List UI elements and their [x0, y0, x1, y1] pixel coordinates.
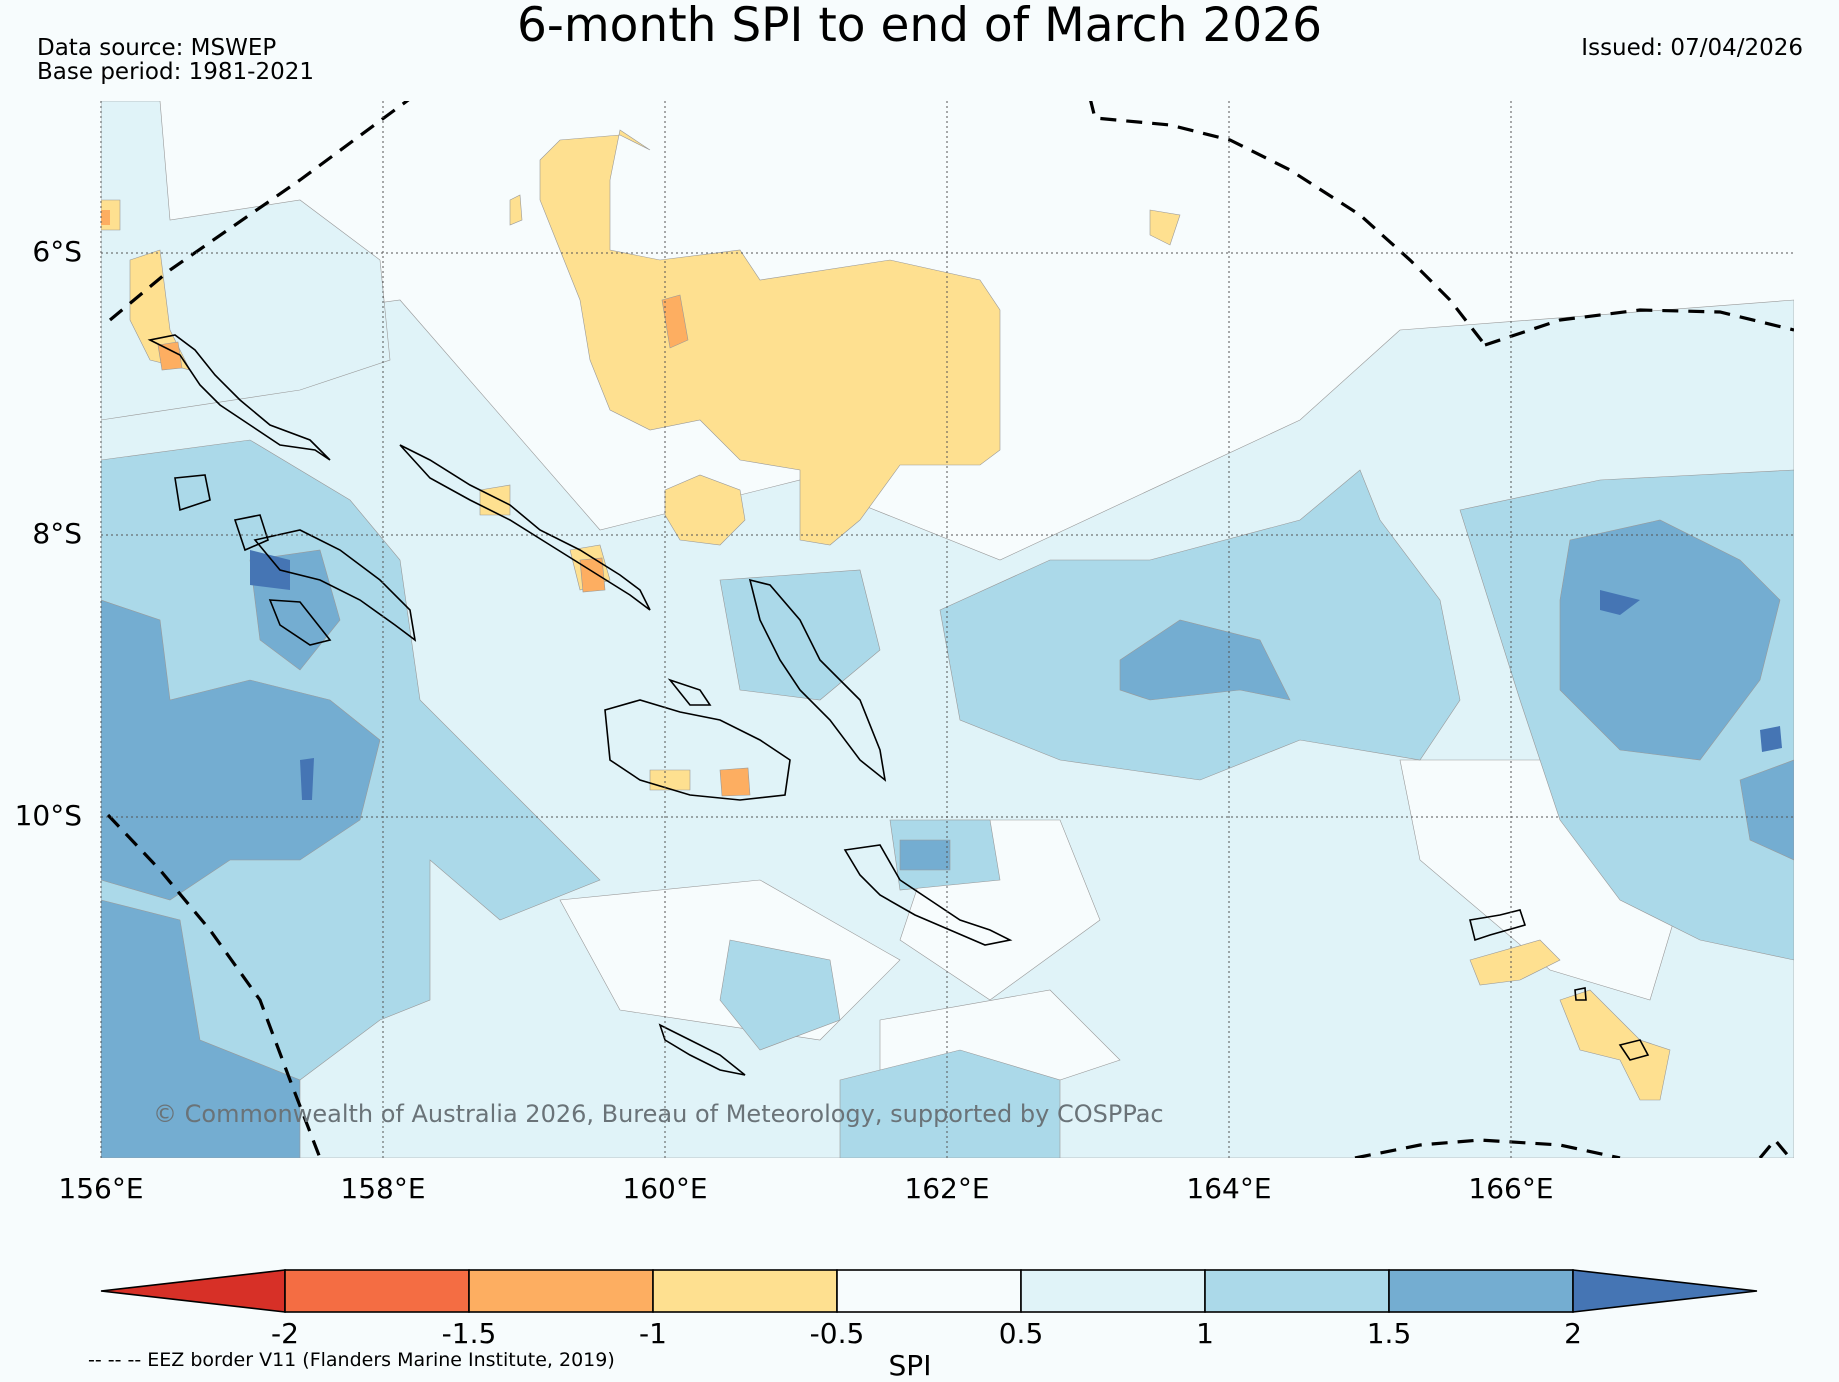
colorbar	[100, 1269, 1758, 1313]
colorbar-tick-label: 2	[1564, 1317, 1582, 1350]
lon-tick-label: 164°E	[1186, 1172, 1272, 1205]
colorbar-segment	[1204, 1269, 1390, 1313]
copyright-notice: © Commonwealth of Australia 2026, Bureau…	[153, 1100, 1164, 1128]
issued-date-label: Issued: 07/04/2026	[1581, 35, 1803, 61]
colorbar-tick-label: 1	[1196, 1317, 1214, 1350]
chart-title: 6-month SPI to end of March 2026	[517, 0, 1322, 53]
lat-tick-label: 6°S	[32, 235, 82, 268]
base-period-label: Base period: 1981-2021	[37, 59, 315, 85]
colorbar-segment	[1020, 1269, 1206, 1313]
eez-legend-note: -- -- -- EEZ border V11 (Flanders Marine…	[88, 1349, 615, 1371]
lon-tick-label: 162°E	[904, 1172, 990, 1205]
data-source-label: Data source: MSWEP	[37, 35, 277, 61]
eez-borders	[106, 101, 1794, 1158]
colorbar-extend-low	[100, 1269, 286, 1313]
colorbar-tick-label: -2	[271, 1317, 299, 1350]
lat-tick-label: 10°S	[14, 799, 82, 832]
colorbar-tick-label: -1.5	[441, 1317, 497, 1350]
coastlines	[147, 334, 1650, 1076]
lon-tick-label: 158°E	[340, 1172, 426, 1205]
colorbar-segment	[836, 1269, 1022, 1313]
colorbar-tick-label: -1	[639, 1317, 667, 1350]
colorbar-extend-high	[1572, 1269, 1758, 1313]
colorbar-segment	[652, 1269, 838, 1313]
lat-tick-label: 8°S	[32, 517, 82, 550]
colorbar-segment	[284, 1269, 470, 1313]
colorbar-segment	[468, 1269, 654, 1313]
lon-tick-label: 156°E	[58, 1172, 144, 1205]
colorbar-tick-label: 1.5	[1366, 1317, 1412, 1350]
gridlines	[100, 101, 1794, 1158]
colorbar-tick-label: -0.5	[809, 1317, 865, 1350]
lon-tick-label: 160°E	[622, 1172, 708, 1205]
colorbar-title: SPI	[888, 1349, 932, 1382]
lon-tick-label: 166°E	[1468, 1172, 1554, 1205]
colorbar-tick-label: 0.5	[998, 1317, 1044, 1350]
colorbar-segment	[1388, 1269, 1574, 1313]
